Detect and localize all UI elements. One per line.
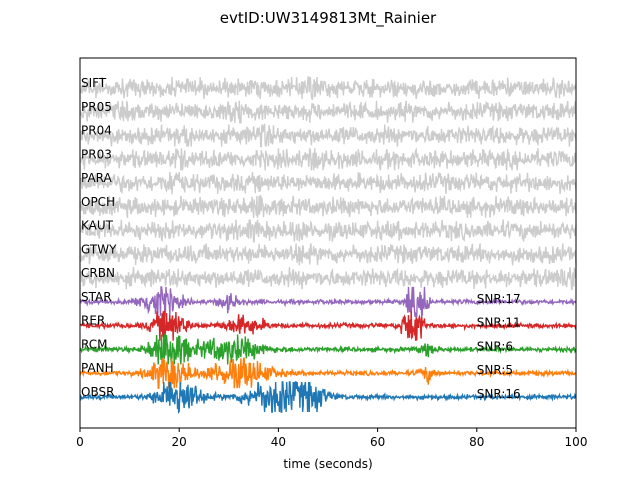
station-label-sift: SIFT	[81, 76, 107, 90]
trace-pr05	[79, 100, 577, 124]
station-label-gtwy: GTWY	[81, 242, 117, 256]
snr-label-rcm: SNR:6	[477, 339, 513, 353]
trace-group	[79, 76, 577, 414]
station-label-rcm: RCM	[81, 337, 107, 351]
trace-rcm	[79, 333, 577, 365]
x-tick-label-20: 20	[172, 435, 187, 449]
trace-para	[79, 172, 577, 195]
trace-rer	[79, 310, 577, 341]
x-tick-label-80: 80	[469, 435, 484, 449]
x-tick-label-60: 60	[370, 435, 385, 449]
trace-panh	[79, 356, 577, 389]
station-label-obsr: OBSR	[81, 385, 114, 399]
trace-pr04	[79, 123, 577, 148]
snr-label-star: SNR:17	[477, 292, 521, 306]
snr-label-obsr: SNR:16	[477, 387, 521, 401]
x-tick-label-40: 40	[271, 435, 286, 449]
station-label-star: STAR	[81, 290, 112, 304]
x-tick-label-100: 100	[565, 435, 588, 449]
snr-label-panh: SNR:5	[477, 363, 513, 377]
trace-star	[79, 286, 577, 318]
x-axis-label: time (seconds)	[283, 457, 372, 471]
station-label-crbn: CRBN	[81, 266, 115, 280]
station-label-rer: RER	[81, 314, 105, 328]
trace-pr03	[79, 147, 577, 171]
trace-kaut	[79, 219, 577, 243]
trace-gtwy	[79, 243, 577, 266]
station-label-pr03: PR03	[81, 147, 112, 161]
station-label-panh: PANH	[81, 361, 114, 375]
x-tick-label-0: 0	[76, 435, 84, 449]
trace-sift	[79, 76, 577, 100]
x-axis: 0 20 40 60 80 100	[76, 428, 587, 449]
label-group: SIFT PR05 PR04 PR03 PARA OPCH KAUT GTWY CRBN STAR…	[81, 76, 521, 401]
plot-frame	[79, 57, 577, 429]
trace-crbn	[79, 267, 577, 290]
trace-opch	[79, 195, 577, 218]
station-label-para: PARA	[81, 171, 113, 185]
station-label-opch: OPCH	[81, 195, 115, 209]
chart-title: evtID:UW3149813Mt_Rainier	[220, 9, 437, 28]
station-label-pr04: PR04	[81, 124, 112, 138]
snr-label-rer: SNR:11	[477, 316, 521, 330]
trace-obsr	[79, 381, 577, 414]
station-label-pr05: PR05	[81, 100, 112, 114]
station-label-kaut: KAUT	[81, 219, 114, 233]
